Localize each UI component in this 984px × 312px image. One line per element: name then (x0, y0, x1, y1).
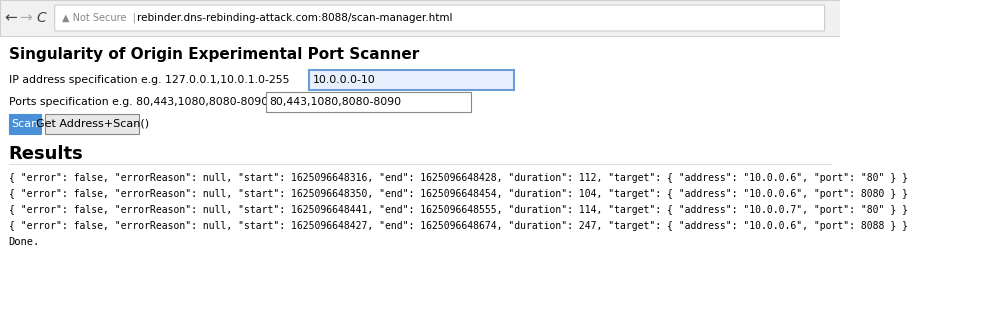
FancyBboxPatch shape (0, 0, 840, 36)
Text: { "error": false, "errorReason": null, "start": 1625096648350, "end": 1625096648: { "error": false, "errorReason": null, "… (9, 189, 907, 199)
Text: C: C (36, 11, 46, 25)
Text: rebinder.dns-rebinding-attack.com:8088/scan-manager.html: rebinder.dns-rebinding-attack.com:8088/s… (137, 13, 452, 23)
Text: Get Address+Scan(): Get Address+Scan() (35, 119, 149, 129)
Text: { "error": false, "errorReason": null, "start": 1625096648441, "end": 1625096648: { "error": false, "errorReason": null, "… (9, 205, 907, 215)
Text: { "error": false, "errorReason": null, "start": 1625096648427, "end": 1625096648: { "error": false, "errorReason": null, "… (9, 221, 907, 231)
Text: ▲ Not Secure  |: ▲ Not Secure | (62, 13, 136, 23)
Text: { "error": false, "errorReason": null, "start": 1625096648316, "end": 1625096648: { "error": false, "errorReason": null, "… (9, 173, 907, 183)
FancyBboxPatch shape (45, 114, 139, 134)
Text: Ports specification e.g. 80,443,1080,8080-8090: Ports specification e.g. 80,443,1080,808… (9, 97, 268, 107)
Text: Results: Results (9, 145, 84, 163)
Text: ←: ← (4, 11, 17, 26)
Text: 10.0.0.0-10: 10.0.0.0-10 (313, 75, 375, 85)
Text: Scan: Scan (11, 119, 38, 129)
FancyBboxPatch shape (55, 5, 825, 31)
Text: Singularity of Origin Experimental Port Scanner: Singularity of Origin Experimental Port … (9, 46, 419, 61)
FancyBboxPatch shape (9, 114, 41, 134)
FancyBboxPatch shape (309, 70, 514, 90)
Text: →: → (20, 11, 32, 26)
Text: 80,443,1080,8080-8090: 80,443,1080,8080-8090 (270, 97, 401, 107)
FancyBboxPatch shape (267, 92, 471, 112)
Text: IP address specification e.g. 127.0.0.1,10.0.1.0-255: IP address specification e.g. 127.0.0.1,… (9, 75, 289, 85)
Text: Done.: Done. (9, 237, 39, 247)
